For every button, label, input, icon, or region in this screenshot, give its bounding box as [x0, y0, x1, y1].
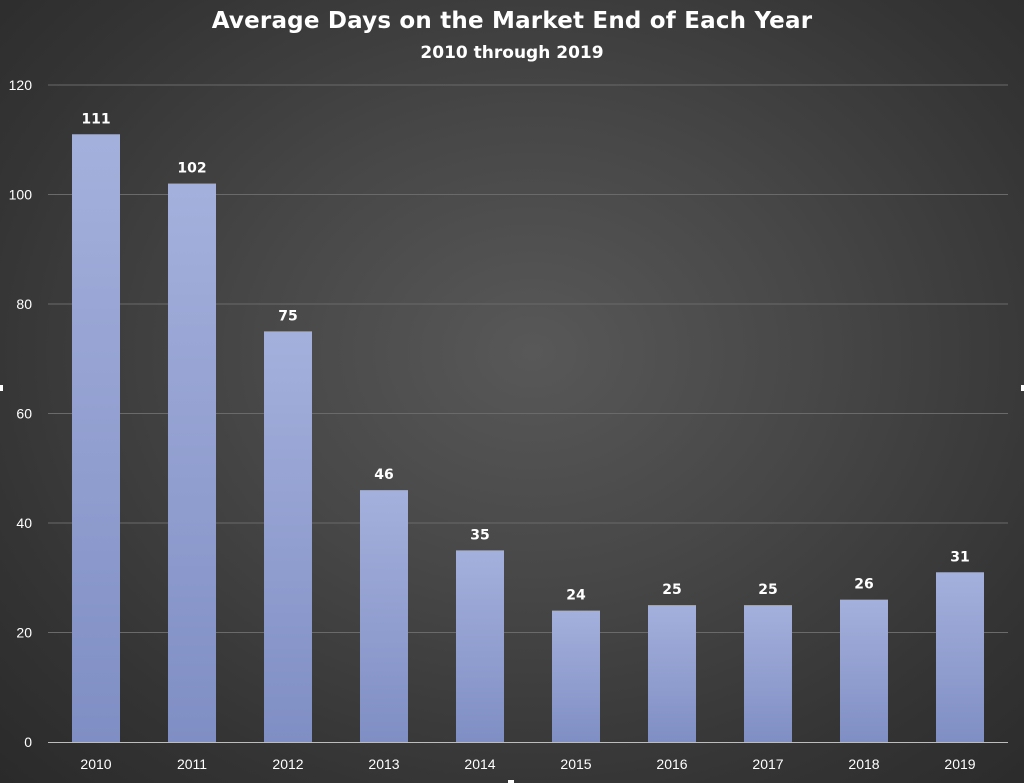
bar-2011[interactable]: [168, 183, 216, 743]
bars: [72, 134, 984, 743]
y-tick-label: 0: [24, 734, 32, 750]
bar-2016[interactable]: [648, 605, 696, 742]
data-label-2018: 26: [854, 577, 873, 593]
data-labels: 111 102 75 46 35 24 25 25 26 31: [81, 111, 969, 603]
x-tick-label: 2017: [752, 756, 783, 772]
x-tick-label: 2012: [272, 756, 303, 772]
data-label-2013: 46: [374, 467, 393, 483]
bar-2014[interactable]: [456, 550, 504, 742]
x-tick-label: 2019: [944, 756, 975, 772]
y-tick-label: 120: [9, 77, 33, 93]
data-label-2011: 102: [177, 161, 206, 177]
y-tick-label: 40: [16, 515, 32, 531]
x-tick-label: 2014: [464, 756, 495, 772]
bar-2010[interactable]: [72, 134, 120, 742]
bottom-edge-handle[interactable]: [508, 780, 514, 783]
data-label-2015: 24: [566, 588, 586, 604]
chart-subtitle: 2010 through 2019: [420, 43, 604, 63]
chart-title: Average Days on the Market End of Each Y…: [211, 8, 813, 34]
y-axis-ticks: 0 20 40 60 80 100 120: [9, 77, 33, 750]
y-tick-label: 80: [16, 296, 32, 312]
x-tick-label: 2018: [848, 756, 879, 772]
data-label-2012: 75: [278, 308, 297, 324]
bar-2013[interactable]: [360, 490, 408, 742]
x-axis-ticks: 2010 2011 2012 2013 2014 2015 2016 2017 2018 2019: [80, 756, 975, 772]
data-label-2010: 111: [81, 111, 110, 127]
y-tick-label: 60: [16, 406, 32, 422]
bar-2017[interactable]: [744, 605, 792, 742]
right-edge-handle[interactable]: [1021, 385, 1024, 391]
data-label-2016: 25: [662, 582, 681, 598]
left-edge-handle[interactable]: [0, 385, 3, 391]
data-label-2014: 35: [470, 527, 489, 543]
y-tick-label: 20: [16, 625, 32, 641]
data-label-2019: 31: [950, 549, 969, 565]
y-tick-label: 100: [9, 187, 33, 203]
x-tick-label: 2016: [656, 756, 687, 772]
bar-2015[interactable]: [552, 610, 600, 742]
bar-2018[interactable]: [840, 599, 888, 742]
bar-2019[interactable]: [936, 572, 984, 742]
x-tick-label: 2011: [177, 756, 207, 772]
bar-2012[interactable]: [264, 331, 312, 742]
data-label-2017: 25: [758, 582, 777, 598]
x-tick-label: 2013: [368, 756, 399, 772]
x-tick-label: 2010: [80, 756, 111, 772]
x-tick-label: 2015: [560, 756, 591, 772]
